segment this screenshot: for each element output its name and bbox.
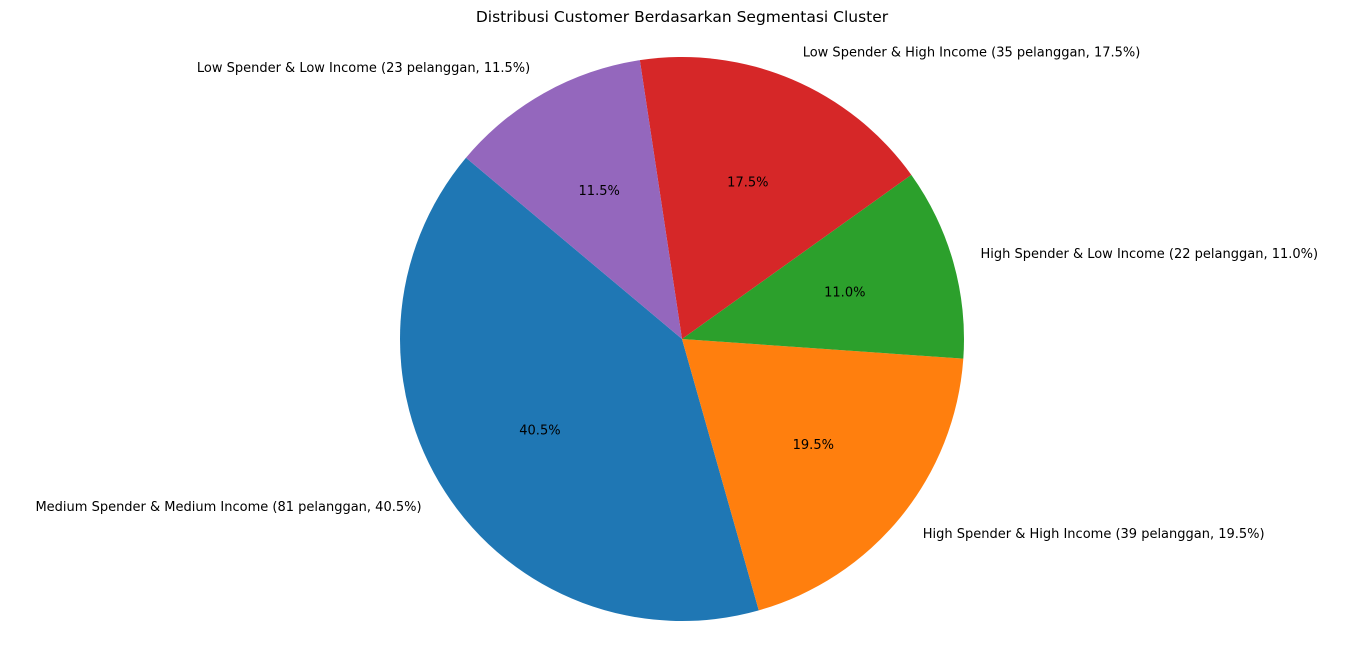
slice-percent-label-4: 11.5% [579,184,620,199]
pie-slice-3 [639,57,912,340]
slice-label-2: High Spender & Low Income (22 pelanggan,… [980,247,1318,262]
slice-percent-label-3: 17.5% [727,176,768,191]
slice-percent-label-0: 40.5% [519,423,560,438]
slice-label-4: Low Spender & Low Income (23 pelanggan, … [197,61,530,76]
slice-label-3: Low Spender & High Income (35 pelanggan,… [803,46,1141,61]
pie-slice-4 [465,60,682,339]
slice-label-0: Medium Spender & Medium Income (81 pelan… [35,500,421,515]
slice-percent-label-2: 11.0% [824,285,865,300]
pie-slice-0 [399,157,759,621]
slice-label-1: High Spender & High Income (39 pelanggan… [923,527,1265,542]
slice-percent-label-1: 19.5% [793,438,834,453]
pie-slice-2 [682,174,964,359]
chart-title: Distribusi Customer Berdasarkan Segmenta… [475,8,889,26]
pie-slice-1 [682,339,964,611]
